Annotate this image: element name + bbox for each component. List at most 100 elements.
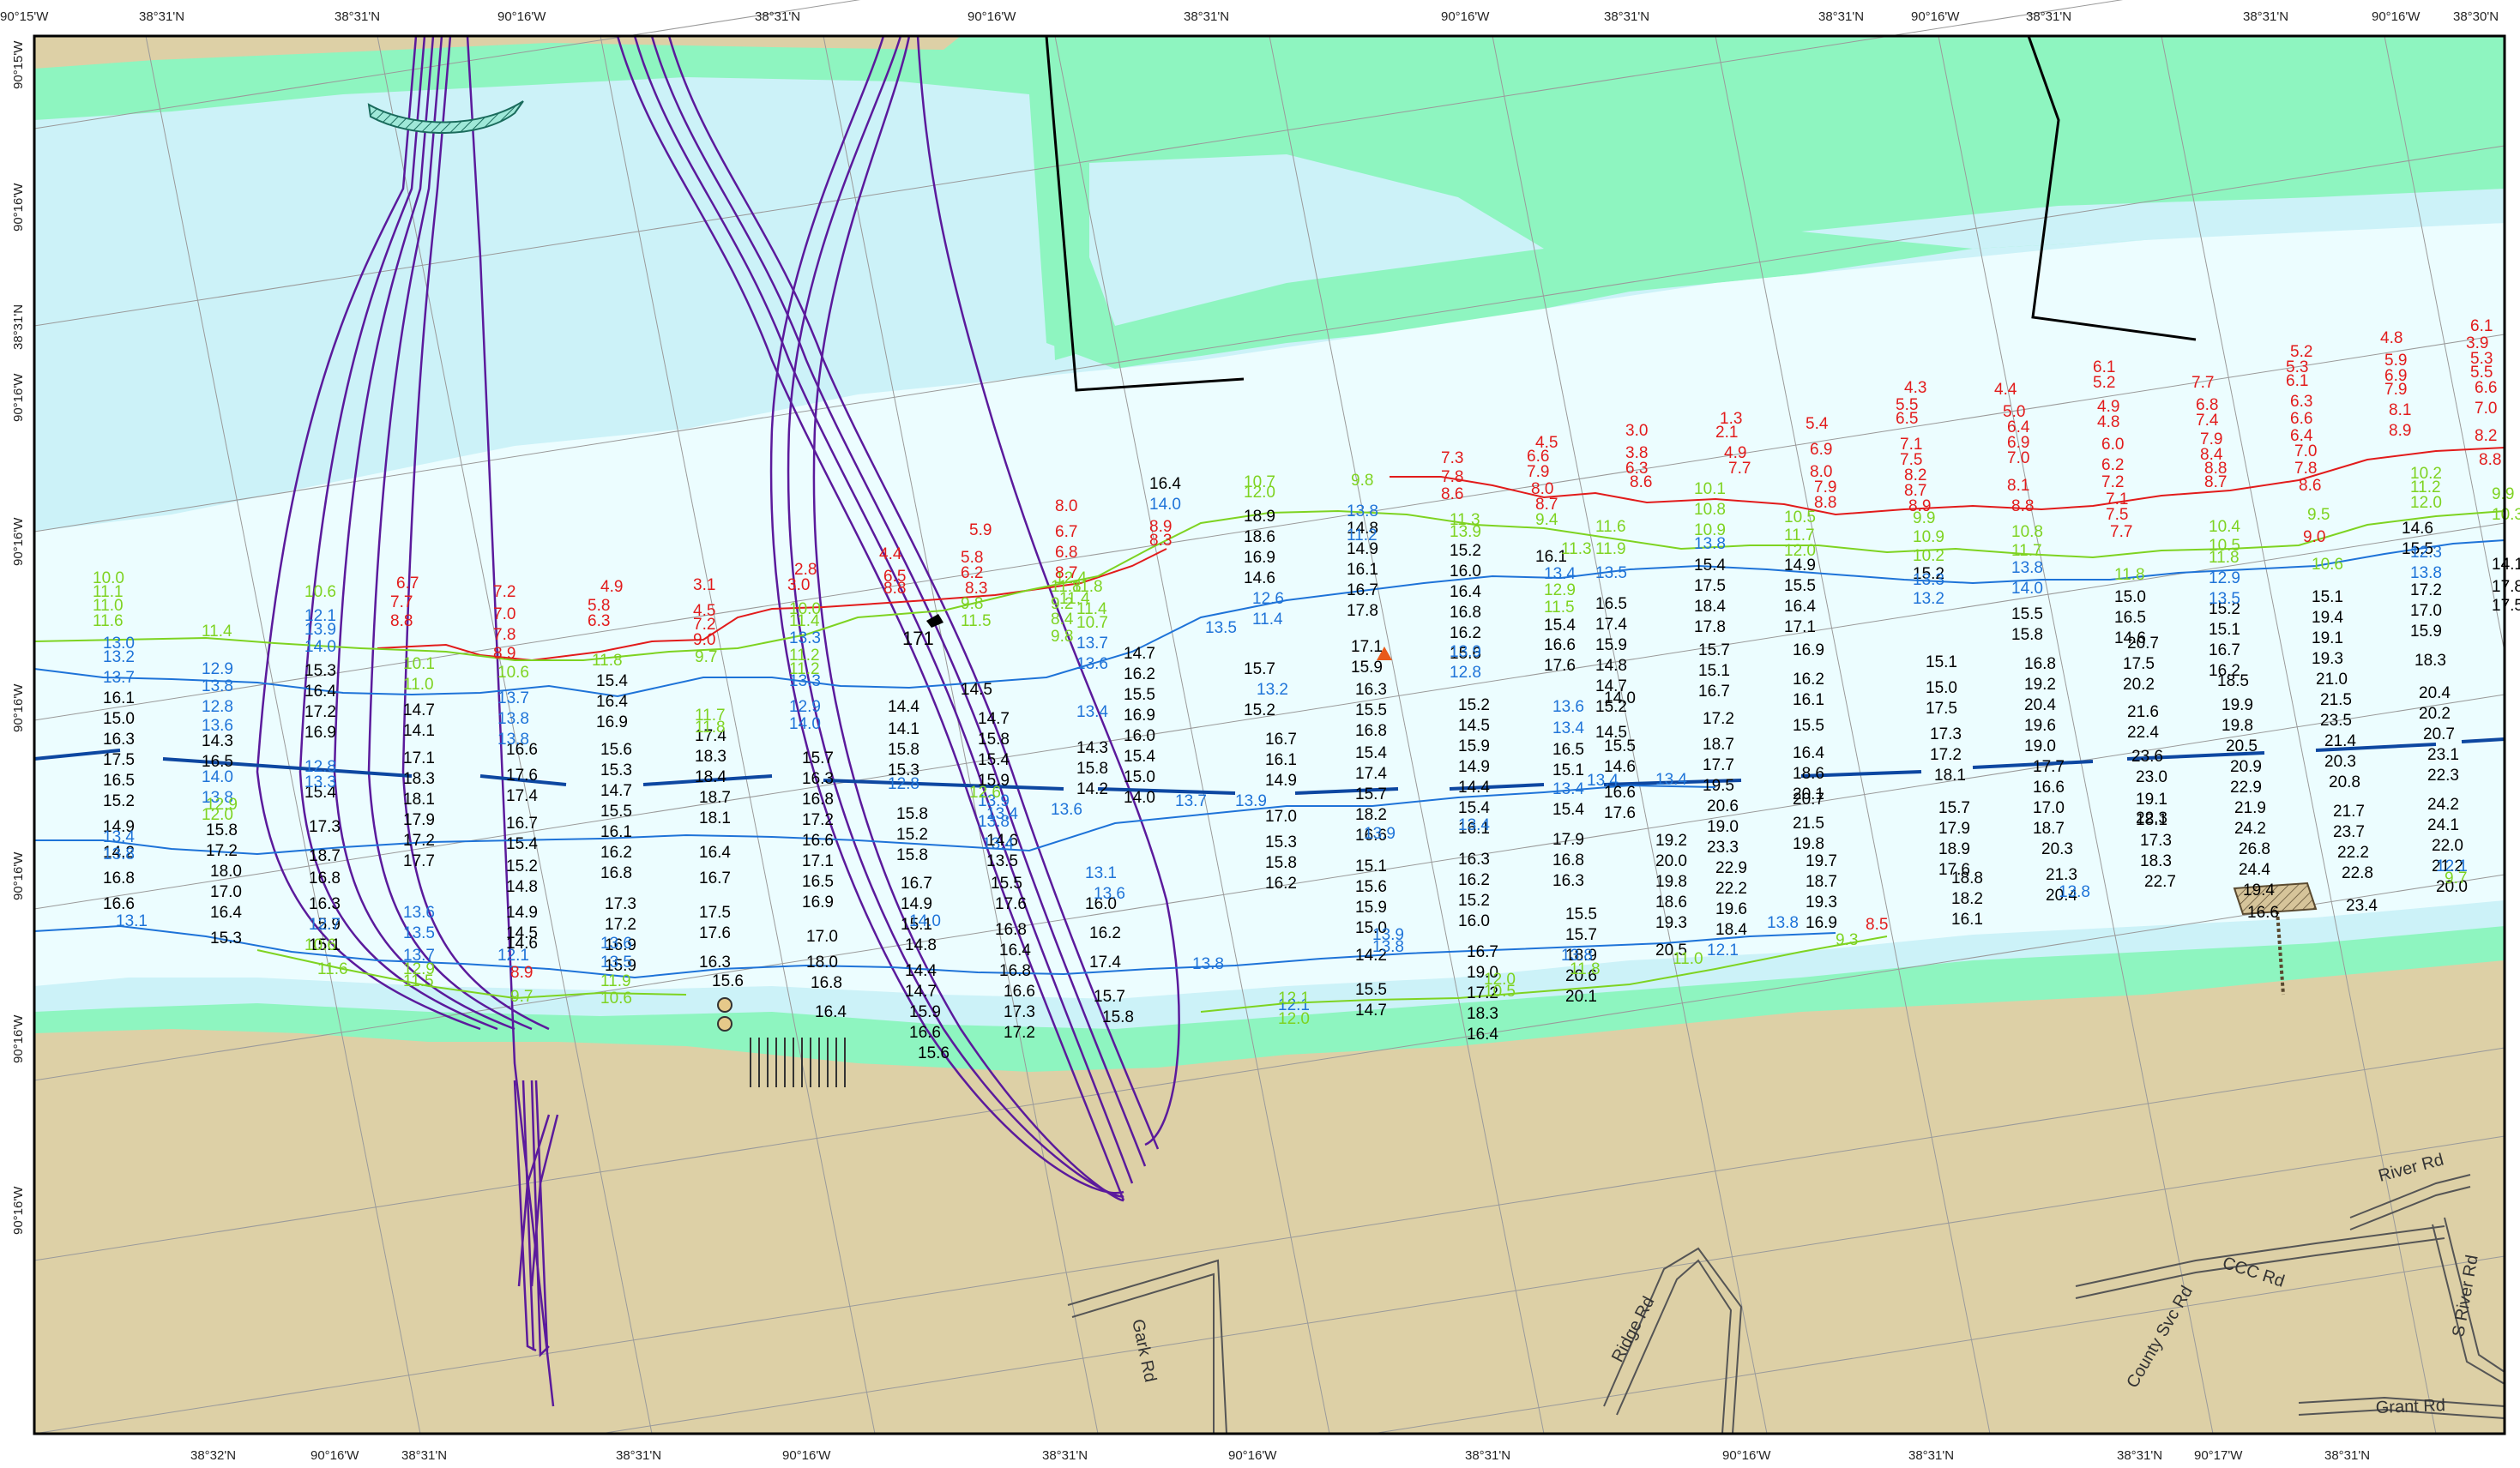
depth-sounding-black: 19.8 (2222, 717, 2253, 735)
depth-sounding-black: 17.5 (2123, 655, 2155, 673)
depth-sounding-black: 14.7 (403, 701, 435, 719)
depth-sounding-red: 8.5 (1866, 916, 1888, 934)
depth-sounding-black: 15.8 (978, 731, 1010, 749)
depth-sounding-black: 15.2 (506, 857, 538, 875)
depth-sounding-red: 8.8 (883, 580, 906, 598)
depth-sounding-red: 8.3 (1149, 532, 1172, 550)
depth-sounding-black: 17.0 (1265, 808, 1297, 826)
depth-sounding-green: 11.4 (202, 623, 232, 641)
depth-sounding-green: 11.0 (403, 676, 434, 694)
depth-sounding-black: 15.1 (1355, 857, 1387, 875)
depth-sounding-black: 16.8 (2024, 655, 2056, 673)
depth-sounding-black: 17.2 (802, 811, 834, 829)
depth-sounding-black: 22.8 (2342, 864, 2373, 882)
grid-label-top: 38°31'N (335, 9, 380, 24)
depth-sounding-black: 16.7 (506, 815, 538, 833)
depth-sounding-black: 15.9 (909, 1003, 941, 1021)
depth-sounding-black: 18.7 (699, 789, 731, 807)
depth-sounding-green: 11.7 (1784, 526, 1815, 544)
depth-sounding-black: 15.5 (991, 875, 1022, 893)
depth-sounding-blue: 13.9 (1235, 792, 1267, 810)
depth-sounding-black: 15.3 (1265, 833, 1297, 851)
grid-label-top: 90°16'W (1441, 9, 1490, 24)
depth-sounding-black: 22.3 (2427, 767, 2459, 785)
depth-sounding-red: 5.8 (961, 549, 983, 567)
depth-sounding-blue: 13.8 (2011, 559, 2043, 577)
depth-sounding-black: 17.6 (1604, 804, 1636, 822)
depth-sounding-black: 15.1 (901, 916, 932, 934)
depth-sounding-red: 8.2 (1904, 466, 1926, 484)
depth-sounding-black: 15.4 (304, 784, 336, 802)
depth-sounding-black: 15.9 (1355, 899, 1387, 917)
depth-sounding-black: 15.4 (1694, 557, 1726, 575)
grid-label-top: 90°16'W (2372, 9, 2421, 24)
depth-sounding-blue: 13.0 (103, 635, 135, 653)
depth-sounding-black: 14.6 (1604, 758, 1636, 776)
depth-sounding-black: 21.4 (2324, 732, 2356, 750)
depth-sounding-blue: 13.9 (304, 621, 336, 639)
depth-sounding-black: 19.3 (1655, 914, 1687, 932)
depth-sounding-black: 17.0 (2410, 602, 2442, 620)
depth-sounding-black: 17.2 (605, 916, 636, 934)
depth-sounding-black: 15.3 (600, 761, 632, 779)
depth-sounding-red: 8.4 (2200, 446, 2223, 464)
depth-sounding-black: 21.0 (2316, 671, 2348, 689)
depth-sounding-red: 8.7 (1904, 482, 1926, 500)
depth-sounding-blue: 13.9 (978, 792, 1010, 810)
depth-sounding-black: 22.0 (2432, 837, 2463, 855)
grid-label-left: 90°16'W (11, 1014, 26, 1063)
depth-sounding-green: 11.4 (1076, 600, 1107, 618)
depth-sounding-green: 10.6 (2312, 556, 2343, 574)
depth-sounding-black: 20.1 (1565, 988, 1597, 1006)
depth-sounding-green: 11.8 (695, 719, 726, 737)
depth-sounding-green: 10.2 (2410, 465, 2442, 483)
depth-sounding-black: 15.0 (1355, 919, 1387, 937)
depth-sounding-red: 8.8 (1814, 494, 1836, 512)
grid-label-bottom: 90°16'W (1228, 1448, 1277, 1463)
depth-sounding-blue: 13.9 (1372, 926, 1404, 944)
depth-sounding-blue: 13.7 (403, 947, 435, 965)
depth-sounding-black: 16.7 (1698, 683, 1730, 701)
depth-sounding-green: 11.6 (1595, 518, 1626, 536)
depth-sounding-black: 16.5 (802, 873, 834, 891)
depth-sounding-blue: 13.3 (789, 629, 821, 647)
depth-sounding-black: 17.0 (806, 928, 838, 946)
depth-sounding-black: 18.8 (1951, 869, 1983, 887)
depth-sounding-blue: 12.1 (1707, 942, 1739, 960)
depth-sounding-red: 8.9 (510, 964, 533, 982)
depth-sounding-black: 14.0 (1124, 789, 1155, 807)
depth-sounding-black: 17.2 (304, 703, 336, 721)
depth-sounding-black: 16.6 (909, 1024, 941, 1042)
depth-sounding-black: 15.0 (2114, 588, 2146, 606)
depth-sounding-black: 15.8 (1265, 854, 1297, 872)
depth-sounding-black: 15.2 (103, 792, 135, 810)
depth-sounding-green: 12.0 (1784, 542, 1816, 560)
depth-sounding-black: 20.7 (2423, 725, 2455, 743)
depth-sounding-black: 24.4 (2239, 861, 2270, 879)
depth-sounding-black: 19.3 (1806, 893, 1837, 911)
depth-sounding-black: 16.9 (596, 713, 628, 731)
depth-sounding-red: 3.0 (1625, 422, 1648, 440)
depth-sounding-red: 7.8 (2294, 460, 2317, 478)
depth-sounding-black: 14.1 (403, 722, 435, 740)
depth-sounding-black: 26.8 (2239, 840, 2270, 858)
depth-sounding-black: 15.8 (896, 846, 928, 864)
depth-sounding-black: 19.8 (1655, 873, 1687, 891)
depth-sounding-red: 6.8 (1055, 544, 1077, 562)
dock-pier (2276, 910, 2285, 996)
depth-sounding-black: 16.6 (103, 895, 135, 913)
depth-sounding-blue: 13.6 (202, 717, 233, 735)
depth-sounding-red: 7.9 (2384, 381, 2407, 399)
depth-sounding-red: 7.7 (2191, 374, 2214, 392)
depth-sounding-red: 6.5 (883, 568, 906, 586)
depth-sounding-blue: 13.8 (1694, 535, 1726, 553)
depth-sounding-red: 4.9 (600, 578, 623, 596)
depth-sounding-black: 15.1 (2312, 588, 2343, 606)
depth-sounding-black: 17.2 (2410, 581, 2442, 599)
depth-sounding-blue: 13.9 (1364, 825, 1396, 843)
depth-sounding-black: 16.6 (1004, 983, 1035, 1001)
depth-sounding-red: 8.8 (2011, 497, 2034, 515)
depth-sounding-black: 16.6 (2033, 779, 2065, 797)
depth-sounding-red: 8.8 (2479, 451, 2501, 469)
depth-sounding-black: 16.2 (1793, 671, 1824, 689)
